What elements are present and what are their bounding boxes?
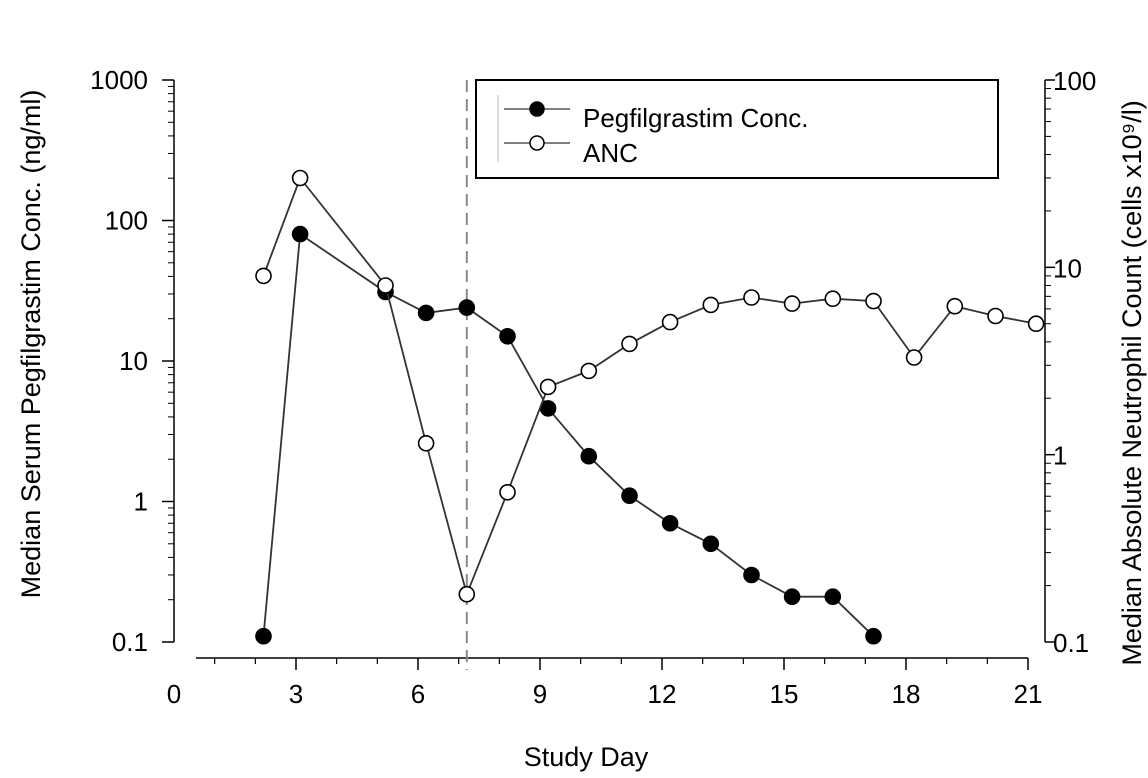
series-line-anc — [262, 176, 1037, 598]
data-point-anc — [621, 335, 638, 353]
data-point-pegfilgrastim — [783, 588, 801, 606]
legend: Pegfilgrastim Conc. ANC — [475, 79, 999, 179]
data-point-pegfilgrastim — [743, 566, 760, 584]
y-axis-left-title: Median Serum Pegfilgrastim Conc. (ng/ml) — [16, 90, 46, 599]
y-left-tick-label: 1000 — [90, 65, 148, 95]
x-tick-label: 9 — [533, 679, 547, 709]
data-point-pegfilgrastim — [458, 299, 476, 316]
y-left-tick-label: 100 — [105, 206, 148, 236]
data-point-pegfilgrastim — [255, 627, 272, 645]
data-point-anc — [377, 277, 394, 294]
data-point-anc — [539, 378, 557, 396]
x-tick-label: 15 — [770, 679, 799, 709]
legend-marker-pegfilgrastim — [529, 101, 545, 117]
y-left-tick-label: 0.1 — [112, 627, 148, 657]
x-tick-label: 6 — [411, 679, 425, 709]
x-tick-label: 3 — [289, 679, 303, 709]
data-point-anc — [291, 169, 309, 187]
y-right-tick-label: 10 — [1053, 253, 1082, 283]
data-point-anc — [417, 434, 435, 452]
data-point-anc — [946, 297, 964, 315]
data-point-anc — [661, 313, 679, 331]
y-left-tick-label: 1 — [134, 487, 148, 517]
data-point-pegfilgrastim — [824, 588, 842, 606]
x-tick-label: 0 — [167, 679, 181, 709]
legend-marker-anc — [529, 135, 545, 151]
y-left-tick-label: 10 — [119, 346, 148, 376]
legend-label-anc: ANC — [583, 138, 638, 168]
y-axis-right-title: Median Absolute Neutrophil Count (cells … — [1117, 100, 1147, 665]
y-right-tick-label: 1 — [1053, 441, 1067, 471]
data-point-pegfilgrastim — [499, 327, 516, 345]
x-tick-label: 12 — [648, 679, 677, 709]
y-right-tick-label: 0.1 — [1053, 628, 1089, 658]
axes-layer: 0 3 6 9 12 15 18 21 0.1 1 10 100 1000 0.1 1 10 100 — [90, 65, 1096, 709]
data-point-anc — [905, 349, 923, 366]
x-tick-label: 18 — [892, 679, 921, 709]
data-point-anc — [865, 292, 882, 310]
data-point-pegfilgrastim — [580, 447, 598, 465]
data-point-pegfilgrastim — [661, 514, 679, 532]
data-point-anc — [743, 289, 760, 306]
data-point-anc — [255, 267, 272, 285]
data-point-anc — [987, 307, 1004, 325]
x-tick-label: 21 — [1014, 679, 1043, 709]
data-point-anc — [580, 362, 598, 380]
y-right-tick-label: 100 — [1053, 66, 1096, 96]
legend-box — [475, 79, 999, 179]
series-layer — [255, 169, 1045, 645]
data-point-anc — [1027, 315, 1045, 333]
data-point-pegfilgrastim — [291, 225, 309, 243]
data-point-pegfilgrastim — [539, 400, 557, 417]
series-line-pegfilgrastim — [262, 232, 875, 637]
legend-label-pegfilgrastim: Pegfilgrastim Conc. — [583, 103, 808, 133]
data-point-anc — [702, 296, 720, 314]
data-point-anc — [824, 290, 842, 308]
data-point-anc — [458, 585, 476, 603]
data-point-anc — [783, 295, 801, 312]
x-axis-title: Study Day — [524, 742, 649, 772]
data-point-pegfilgrastim — [417, 304, 435, 322]
data-point-pegfilgrastim — [621, 487, 638, 505]
data-point-pegfilgrastim — [702, 535, 720, 553]
data-point-pegfilgrastim — [865, 627, 882, 645]
data-point-anc — [499, 483, 516, 501]
